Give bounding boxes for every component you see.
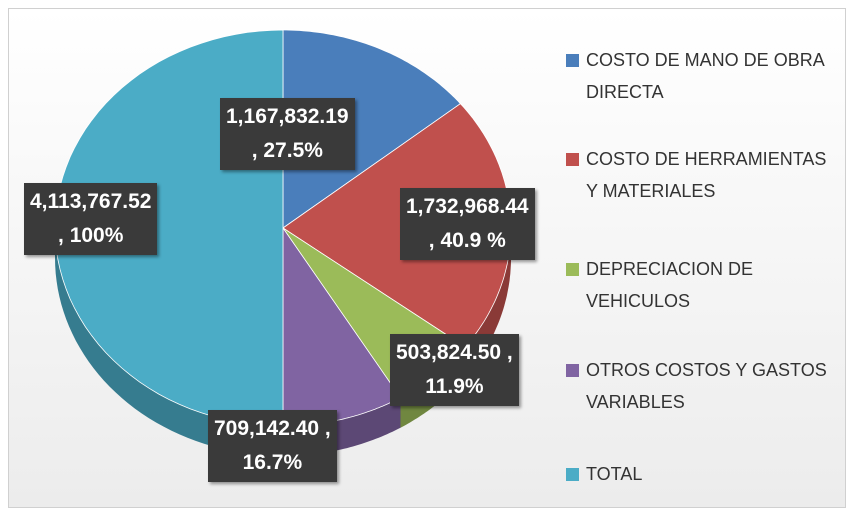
data-label: 1,732,968.44 , 40.9 % — [400, 188, 535, 260]
data-label: 503,824.50 , 11.9% — [390, 334, 519, 406]
legend-item: TOTAL — [566, 458, 838, 490]
legend-swatch — [566, 468, 579, 481]
legend-label: DEPRECIACION DE VEHICULOS — [586, 259, 754, 311]
data-label: 1,167,832.19 , 27.5% — [220, 98, 355, 170]
legend-label: OTROS COSTOS Y GASTOS VARIABLES — [586, 360, 827, 412]
legend-swatch — [566, 54, 579, 67]
legend-swatch — [566, 153, 579, 166]
legend-label: COSTO DE HERRAMIENTAS Y MATERIALES — [586, 149, 827, 201]
legend-item: COSTO DE HERRAMIENTAS Y MATERIALES — [566, 143, 838, 207]
legend-label: TOTAL — [586, 464, 643, 484]
legend-swatch — [566, 263, 579, 276]
data-label: 4,113,767.52 , 100% — [24, 183, 158, 255]
pie-slice — [282, 29, 462, 229]
legend-swatch — [566, 364, 579, 377]
legend-item: COSTO DE MANO DE OBRA DIRECTA — [566, 44, 838, 108]
legend-item: OTROS COSTOS Y GASTOS VARIABLES — [566, 354, 838, 418]
data-label: 709,142.40 , 16.7% — [208, 410, 337, 482]
legend-label: COSTO DE MANO DE OBRA DIRECTA — [586, 50, 824, 102]
legend-item: DEPRECIACION DE VEHICULOS — [566, 253, 838, 317]
